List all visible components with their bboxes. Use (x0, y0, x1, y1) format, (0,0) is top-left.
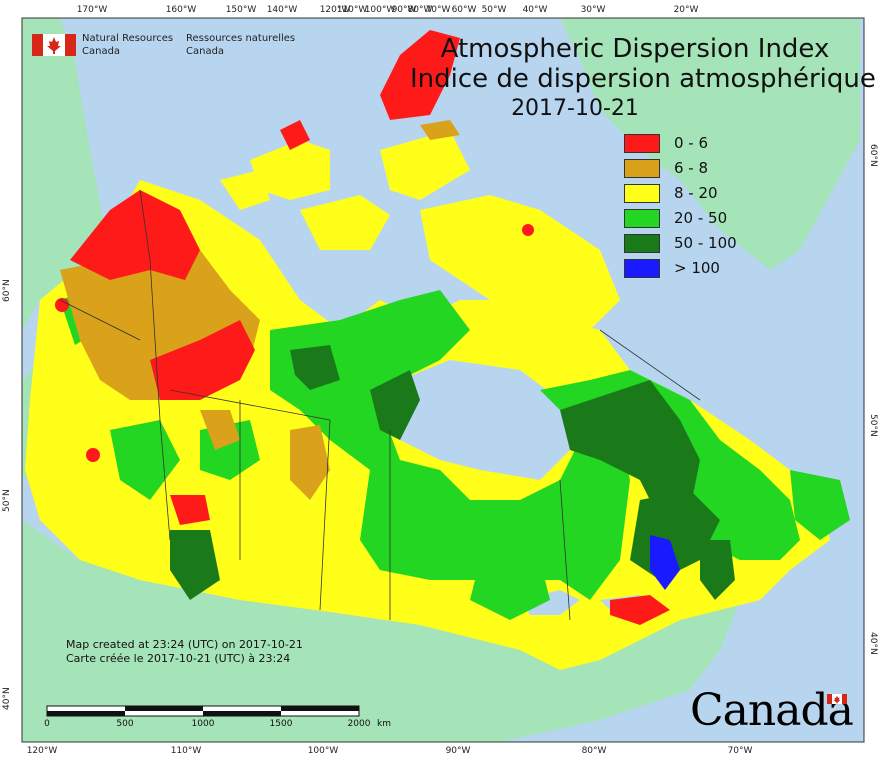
scale-label: 1500 (269, 719, 293, 729)
scale-bar: 0 500 1000 1500 2000 km (44, 704, 391, 729)
legend-swatch (624, 259, 660, 278)
ellesmere-island (380, 30, 460, 120)
zone-0-6 (150, 320, 255, 400)
scale-bar-graphic (46, 705, 360, 717)
lat-label-right: 50°N (868, 414, 878, 437)
lon-label-bottom: 110°W (170, 746, 202, 756)
lon-label-top: 40°W (522, 5, 548, 15)
zone-0-6 (610, 595, 670, 625)
zone-0-6 (86, 448, 100, 462)
zone-50-100 (290, 345, 340, 390)
lon-label-bottom: 120°W (26, 746, 58, 756)
zone-6-8 (200, 410, 240, 450)
agency-name-en-line1: Natural Resources (82, 33, 174, 44)
title-french: Indice de dispersion atmosphérique (410, 64, 876, 94)
canada-flag-icon (32, 34, 76, 56)
arctic-island (250, 140, 330, 200)
zone-50-100 (370, 370, 420, 440)
agency-name-fr-line1: Ressources naturelles (186, 33, 296, 44)
zone-0-6 (170, 495, 210, 525)
zone-0-6 (522, 224, 534, 236)
lon-label-bottom: 90°W (445, 746, 471, 756)
scale-label: 500 (116, 719, 134, 729)
lon-label-top: 60°W (451, 5, 477, 15)
legend-swatch (624, 234, 660, 253)
zone-50-100 (170, 530, 220, 600)
map-title: Atmospheric Dispersion Index Indice de d… (410, 34, 876, 124)
lat-label-left: 60°N (2, 279, 12, 302)
legend-swatch (624, 184, 660, 203)
arctic-island (300, 195, 390, 250)
lat-label-right: 60°N (868, 144, 878, 167)
creation-stamp-fr: Carte créée le 2017-10-21 (UTC) à 23:24 (66, 652, 291, 665)
scale-label: 1000 (191, 719, 215, 729)
legend-label: > 100 (674, 259, 720, 277)
lon-label-top: 70°W (425, 5, 451, 15)
creation-stamp: Map created at 23:24 (UTC) on 2017-10-21… (66, 638, 303, 666)
arctic-island (220, 170, 270, 210)
lon-label-top: 110°W (336, 5, 368, 15)
lon-label-top: 80°W (407, 5, 433, 15)
title-date: 2017-10-21 (511, 96, 639, 121)
lon-label-top: 160°W (165, 5, 197, 15)
wordmark-flag-icon (827, 694, 847, 704)
legend-label: 0 - 6 (674, 134, 709, 152)
lon-label-top: 100°W (364, 5, 396, 15)
legend-label: 8 - 20 (674, 184, 718, 202)
lon-label-top: 150°W (225, 5, 257, 15)
agency-name-en-line2: Canada (82, 46, 121, 57)
lon-label-top: 30°W (580, 5, 606, 15)
arctic-island (280, 120, 310, 150)
scale-label: 0 (44, 719, 50, 729)
creation-stamp-en: Map created at 23:24 (UTC) on 2017-10-21 (66, 638, 303, 651)
legend-label: 20 - 50 (674, 209, 728, 227)
zone-50-100 (700, 540, 735, 600)
legend-swatch (624, 209, 660, 228)
lat-label-right: 40°N (868, 632, 878, 655)
legend-label: 6 - 8 (674, 159, 709, 177)
lat-label-left: 40°N (2, 687, 12, 710)
zone-20-50 (790, 470, 850, 540)
lon-label-bottom: 70°W (727, 746, 753, 756)
lon-label-top: 20°W (673, 5, 699, 15)
zone-50-100 (560, 380, 700, 520)
zone-0-6 (70, 190, 200, 280)
zone-20-50 (110, 420, 180, 500)
scale-unit: km (377, 719, 391, 729)
lon-label-top: 120°W (319, 5, 351, 15)
lon-label-top: 170°W (76, 5, 108, 15)
baffin-island (420, 195, 620, 330)
title-english: Atmospheric Dispersion Index (440, 34, 830, 64)
zone-20-50 (470, 560, 550, 620)
zone-6-8 (290, 425, 330, 500)
lon-label-top: 50°W (481, 5, 507, 15)
legend-swatch (624, 134, 660, 153)
lat-label-left: 50°N (2, 489, 12, 512)
lon-label-bottom: 100°W (307, 746, 339, 756)
legend-label: 50 - 100 (674, 234, 737, 252)
united-states (22, 520, 740, 742)
lon-label-top: 90°W (391, 5, 417, 15)
canada-wordmark: Canada (690, 685, 854, 736)
zone-0-6 (55, 298, 69, 312)
lon-label-bottom: 80°W (581, 746, 607, 756)
zone-20-50 (270, 290, 630, 600)
legend-swatch (624, 159, 660, 178)
provincial-borders (59, 189, 701, 621)
zone-over-100 (650, 535, 680, 590)
map-border (21, 17, 865, 743)
arctic-island (420, 120, 460, 140)
greenland (560, 18, 860, 270)
hudson-bay (385, 360, 570, 480)
scale-label: 2000 (347, 719, 371, 729)
arctic-island (380, 130, 470, 200)
lon-label-top: 140°W (266, 5, 298, 15)
agency-name-fr-line2: Canada (186, 46, 225, 57)
